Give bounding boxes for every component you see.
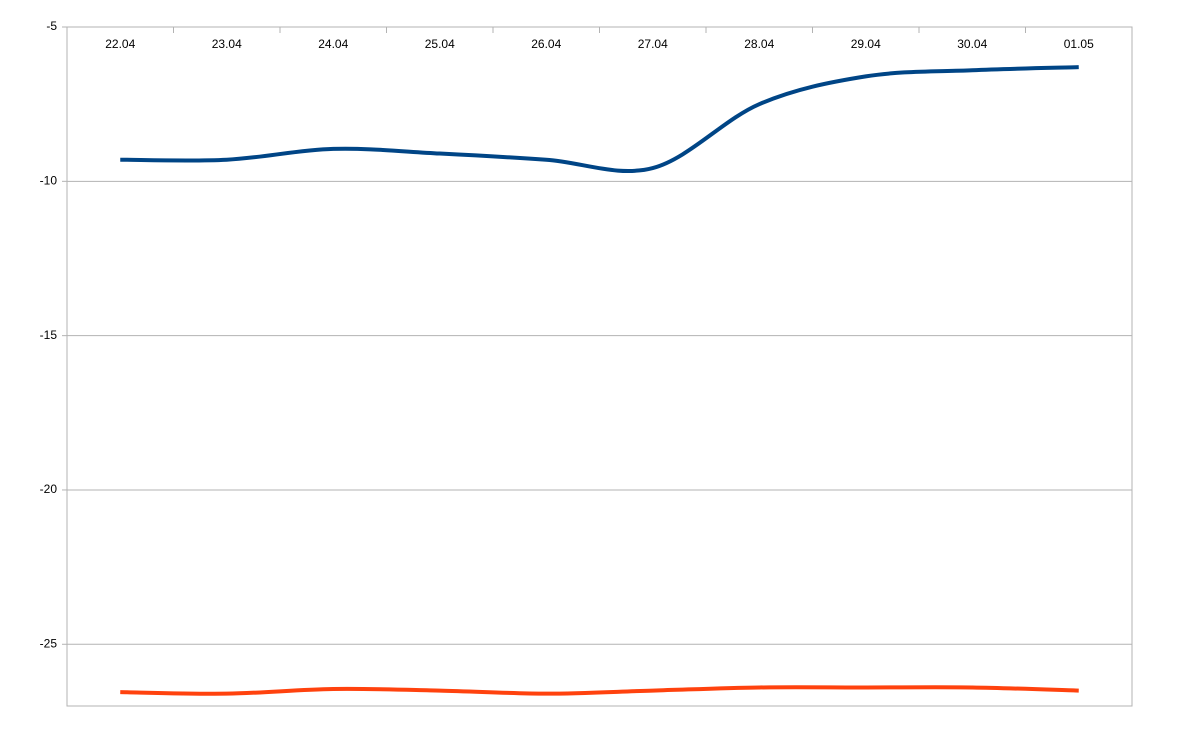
x-tick-label: 30.04 — [957, 37, 987, 51]
y-tick-label: -5 — [46, 19, 57, 33]
x-tick-label: 29.04 — [851, 37, 881, 51]
y-tick-label: -10 — [40, 173, 58, 187]
x-tick-label: 22.04 — [105, 37, 135, 51]
line-series — [120, 685, 1079, 696]
x-tick-label: 23.04 — [212, 37, 242, 51]
x-tick-label: 27.04 — [638, 37, 668, 51]
x-tick-label: 24.04 — [318, 37, 348, 51]
y-tick-label: -25 — [40, 636, 58, 650]
y-tick-label: -20 — [40, 482, 58, 496]
x-tick-label: 26.04 — [531, 37, 561, 51]
x-tick-label: 28.04 — [744, 37, 774, 51]
y-tick-label: -15 — [40, 328, 58, 342]
plot-area — [66, 26, 1133, 707]
x-tick-label: 01.05 — [1064, 37, 1094, 51]
line-series — [120, 65, 1079, 173]
x-tick-label: 25.04 — [425, 37, 455, 51]
